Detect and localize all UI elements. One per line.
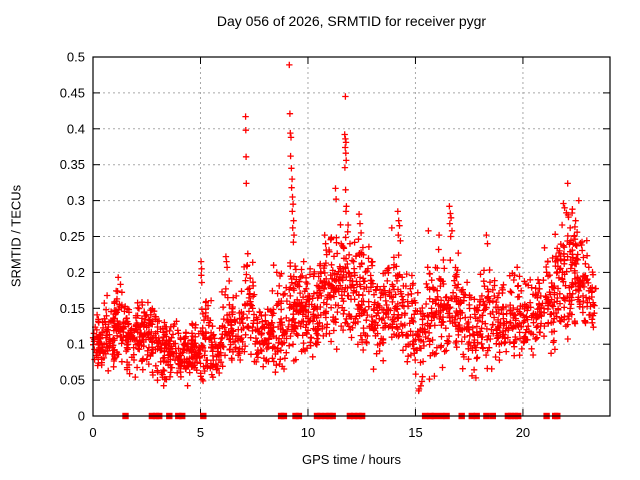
y-axis-label: SRMTID / TECUs (8, 184, 24, 288)
svg-text:0.2: 0.2 (67, 265, 85, 280)
svg-text:0.45: 0.45 (60, 85, 85, 100)
svg-text:0.35: 0.35 (60, 157, 85, 172)
plot-border (92, 56, 611, 417)
svg-text:20: 20 (516, 425, 530, 440)
svg-text:15: 15 (408, 425, 422, 440)
svg-text:0.3: 0.3 (67, 193, 85, 208)
x-axis-label: GPS time / hours (302, 452, 401, 467)
svg-text:0.25: 0.25 (60, 229, 85, 244)
svg-text:0: 0 (78, 409, 85, 424)
svg-text:0.1: 0.1 (67, 337, 85, 352)
svg-text:0.05: 0.05 (60, 373, 85, 388)
svg-text:0.4: 0.4 (67, 121, 85, 136)
axis-tick-labels: 0 5 10 15 20 0 0.05 0.1 0.15 0.2 0.25 0.3 0.35 0.4 0.4… (60, 50, 530, 441)
svg-text:10: 10 (301, 425, 315, 440)
svg-text:0: 0 (89, 425, 96, 440)
grid-lines (92, 56, 610, 417)
svg-text:0.15: 0.15 (60, 301, 85, 316)
svg-text:5: 5 (197, 425, 204, 440)
svg-text:0.5: 0.5 (67, 50, 85, 65)
chart-title: Day 056 of 2026, SRMTID for receiver pyg… (216, 13, 487, 29)
